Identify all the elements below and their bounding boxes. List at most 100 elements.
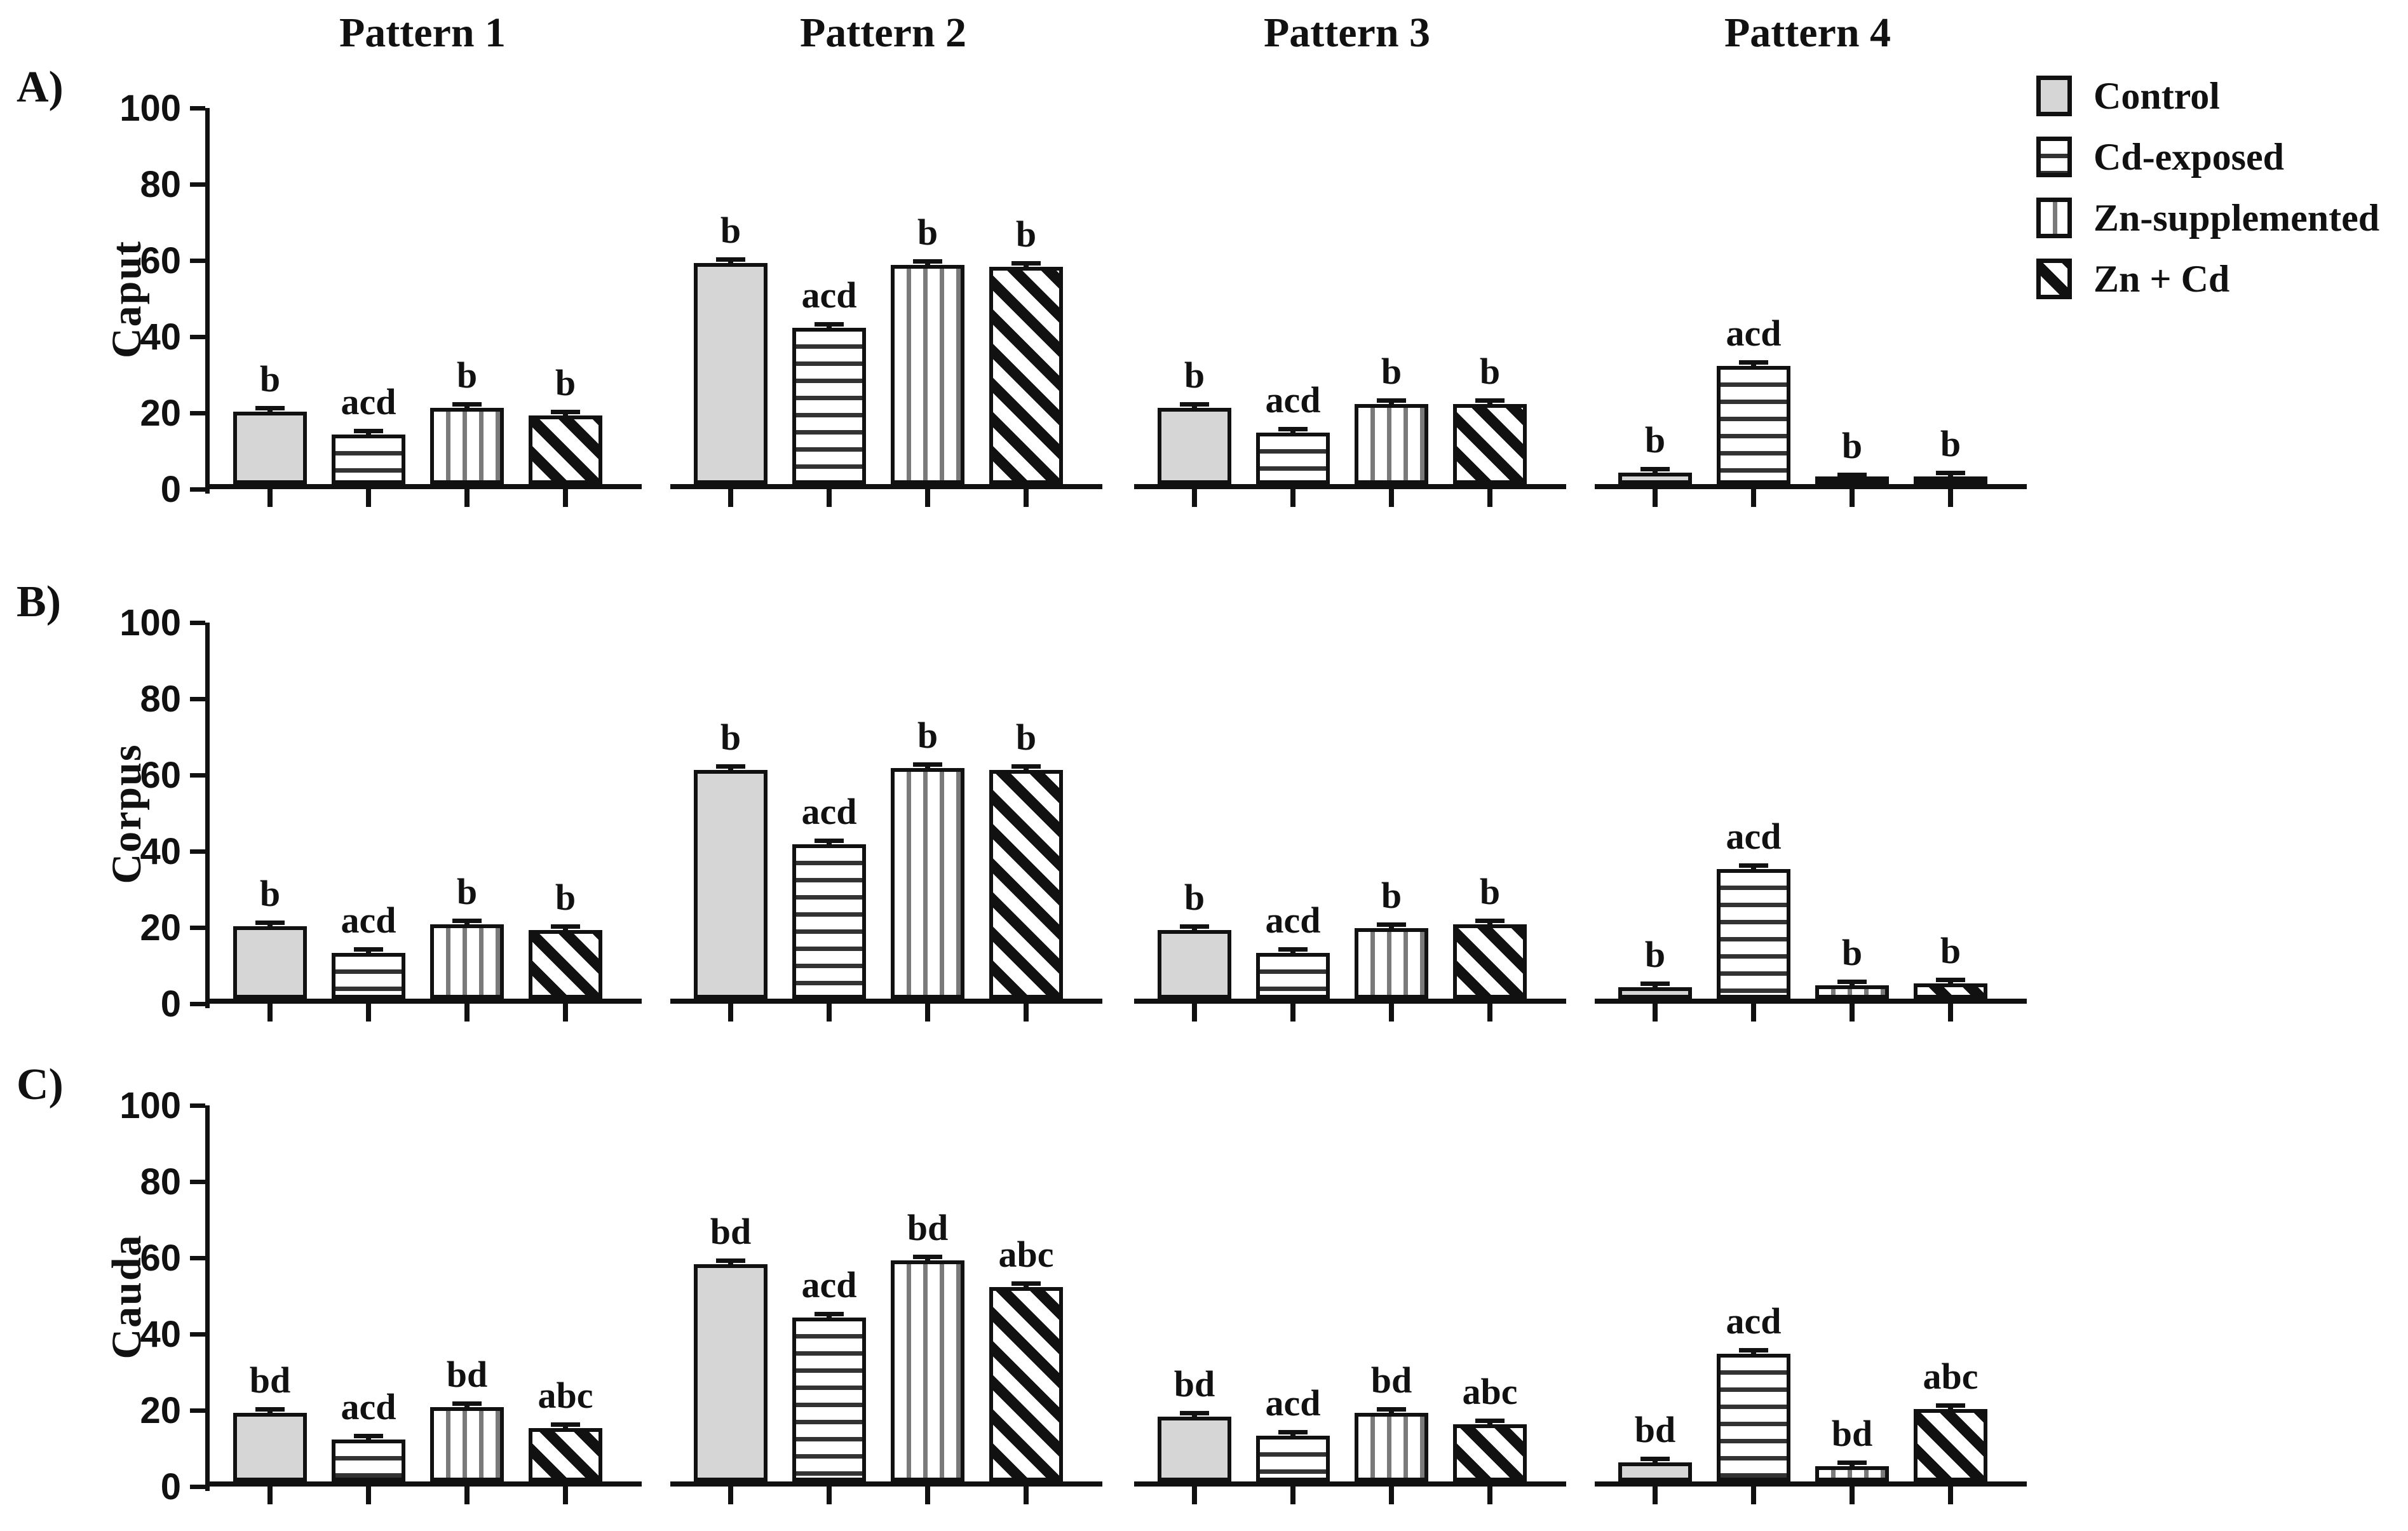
bar-control — [694, 263, 768, 484]
bar-control — [1158, 1417, 1231, 1481]
legend-swatch-diagonal-stripes-icon — [2036, 259, 2072, 299]
legend-swatch-solid-icon — [2036, 76, 2072, 116]
error-bar — [1850, 981, 1855, 989]
x-axis-tick — [1290, 489, 1295, 507]
x-axis-tick — [563, 1004, 568, 1022]
error-bar-cap — [1739, 360, 1768, 365]
error-bar-cap — [1180, 1411, 1209, 1415]
bar-zn-supplemented — [430, 408, 504, 484]
error-bar-cap — [1475, 919, 1505, 923]
error-bar — [827, 840, 832, 848]
error-bar-cap — [1011, 1281, 1041, 1286]
bar-zn-supplemented — [891, 265, 964, 484]
error-bar-cap — [551, 410, 580, 414]
significance-label: b — [1479, 351, 1501, 392]
error-bar-cap — [1837, 980, 1867, 984]
significance-label: bd — [907, 1207, 949, 1248]
pattern-panel: b acd b b — [1134, 103, 1566, 507]
y-axis-tick — [190, 773, 205, 778]
significance-label: b — [1015, 717, 1037, 758]
legend-item-zn-cd: Zn + Cd — [2036, 258, 2379, 300]
error-bar-cap — [354, 947, 383, 952]
error-bar-cap — [1011, 764, 1041, 769]
bar-zn-supplemented — [1355, 404, 1428, 484]
significance-label: b — [1841, 425, 1863, 466]
bar-zn-supplemented — [891, 1260, 964, 1481]
significance-label: b — [1940, 423, 1961, 464]
error-bar — [1192, 1413, 1197, 1420]
error-bar — [464, 1403, 470, 1411]
pattern-panel: b acd b b — [210, 617, 642, 1022]
error-bar — [1487, 400, 1492, 408]
significance-label: b — [259, 358, 281, 400]
legend-item-cd-exposed: Cd-exposed — [2036, 136, 2379, 178]
y-axis-tick — [190, 106, 205, 111]
bar-zn-cd — [989, 267, 1063, 484]
significance-label: abc — [1462, 1371, 1518, 1412]
bar-zn-cd — [1914, 1409, 1987, 1481]
significance-label: acd — [1265, 1382, 1321, 1424]
error-bar — [1653, 1459, 1658, 1466]
y-axis-tick-label: 40 — [140, 1314, 181, 1355]
y-axis-tick-label: 20 — [140, 393, 181, 434]
error-bar — [1751, 865, 1756, 873]
pattern-panel: b acd b b — [670, 617, 1102, 1022]
error-bar — [267, 408, 273, 415]
error-bar — [563, 926, 568, 934]
bar-zn-cd — [1453, 924, 1527, 999]
x-axis-tick — [827, 1004, 832, 1022]
error-bar — [464, 921, 470, 928]
legend-item-zn-supplemented: Zn-supplemented — [2036, 197, 2379, 239]
legend-swatch-vertical-stripes-icon — [2036, 198, 2072, 238]
significance-label: b — [259, 873, 281, 914]
x-axis-tick — [1024, 1487, 1029, 1504]
y-axis-tick — [190, 621, 205, 625]
y-axis-tick — [190, 1256, 205, 1260]
bar-zn-cd — [989, 770, 1063, 999]
error-bar — [1653, 469, 1658, 476]
x-axis-tick — [925, 1487, 930, 1504]
bar-zn-cd — [529, 930, 602, 999]
pattern-panel: b acd b b — [1595, 617, 2027, 1022]
error-bar — [366, 1436, 371, 1443]
x-axis-tick — [1850, 1004, 1855, 1022]
y-axis-tick — [190, 182, 205, 187]
significance-label: b — [555, 877, 576, 918]
significance-label: abc — [538, 1375, 593, 1416]
x-axis-tick — [1751, 1487, 1756, 1504]
error-bar-cap — [452, 919, 482, 923]
error-bar-cap — [255, 921, 285, 925]
error-bar-cap — [913, 259, 942, 264]
x-axis-tick — [1192, 1487, 1197, 1504]
significance-label: b — [555, 362, 576, 403]
significance-label: bd — [1634, 1409, 1676, 1450]
error-bar — [1653, 983, 1658, 991]
x-axis-tick — [1653, 489, 1658, 507]
error-bar-cap — [815, 839, 844, 843]
y-axis-tick — [190, 411, 205, 415]
significance-label: b — [720, 210, 741, 251]
y-axis-tick — [190, 1408, 205, 1413]
significance-label: b — [1184, 354, 1205, 396]
error-bar — [728, 766, 733, 774]
significance-label: b — [1644, 419, 1666, 461]
x-axis-tick — [925, 489, 930, 507]
y-axis-tick — [190, 1103, 205, 1108]
error-bar — [1192, 926, 1197, 934]
significance-label: b — [720, 717, 741, 758]
bar-cd-exposed — [1256, 953, 1330, 999]
significance-label: b — [1841, 932, 1863, 973]
x-axis-tick — [267, 1004, 273, 1022]
significance-label: acd — [1265, 379, 1321, 421]
significance-label: abc — [1923, 1356, 1978, 1397]
bar-cd-exposed — [332, 1440, 405, 1481]
error-bar — [1850, 475, 1855, 482]
pattern-panel: b acd b b — [210, 103, 642, 507]
bar-control — [694, 1264, 768, 1481]
error-bar — [1389, 924, 1394, 932]
x-axis-tick — [1192, 489, 1197, 507]
x-axis-tick — [464, 1487, 470, 1504]
error-bar — [366, 949, 371, 957]
error-bar — [1850, 1462, 1855, 1470]
y-axis-tick — [190, 259, 205, 263]
